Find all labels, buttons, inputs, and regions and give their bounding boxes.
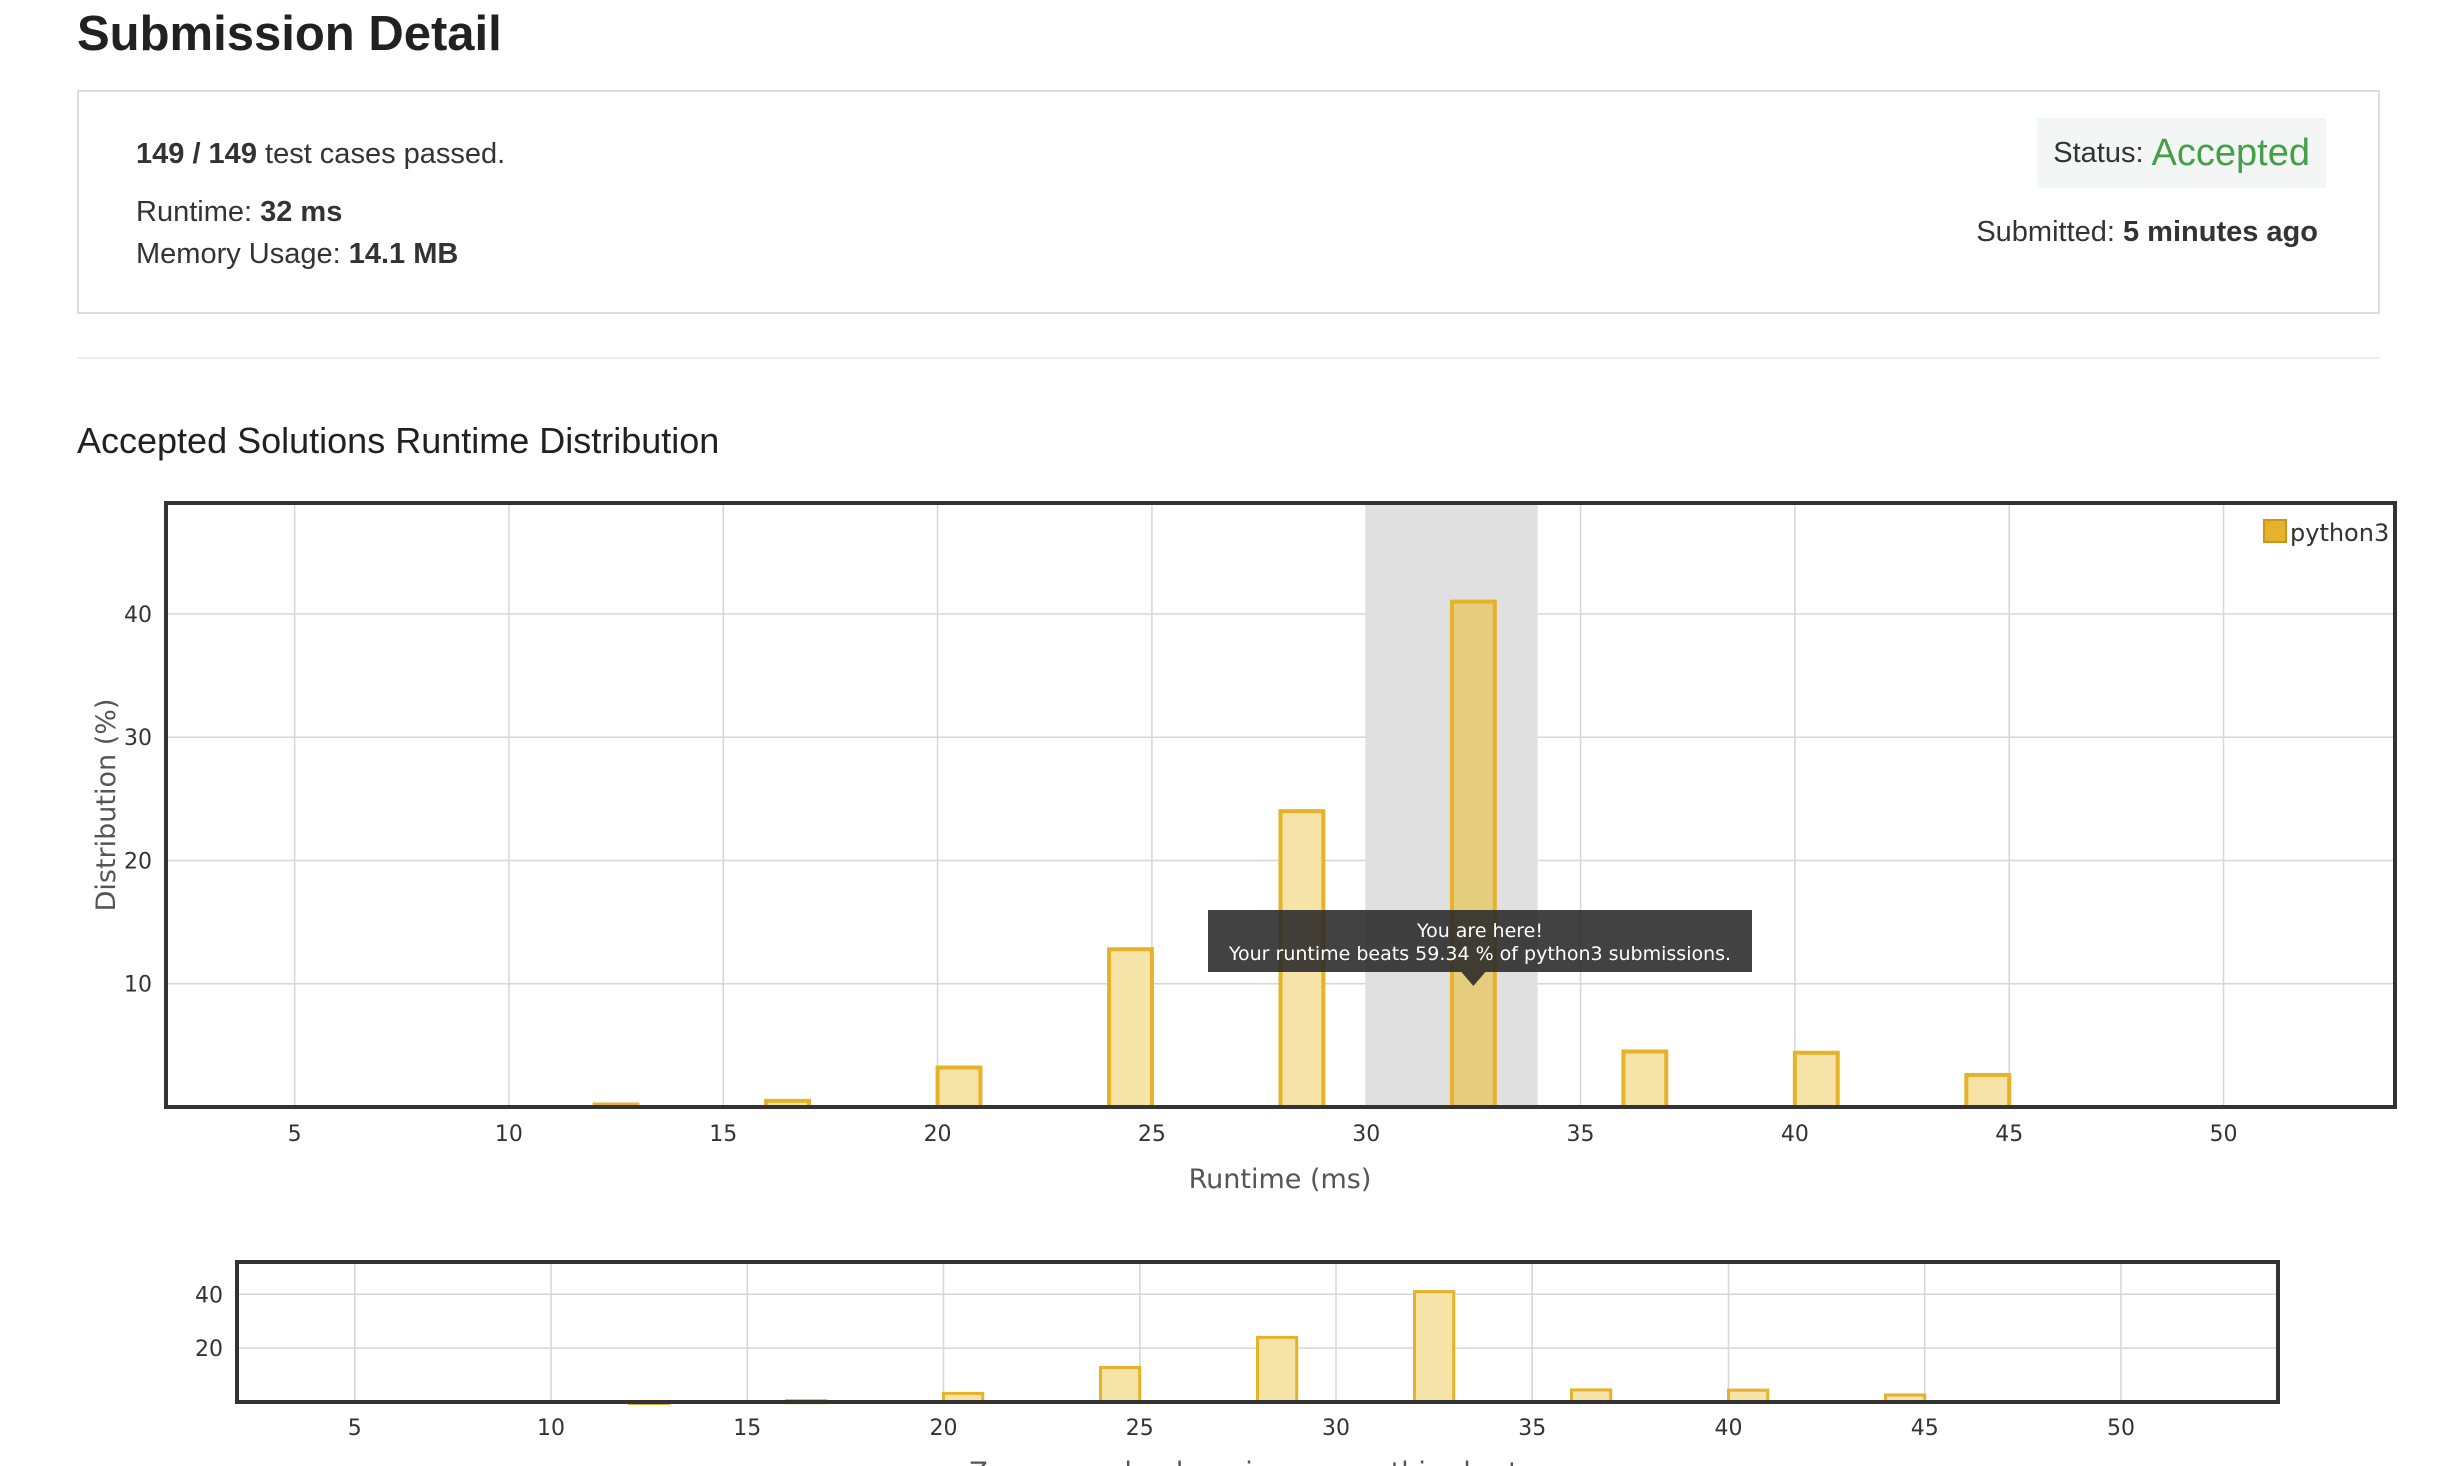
navigator-bars (628, 1290, 1927, 1405)
test-cases-summary: 149 / 149 test cases passed. (136, 138, 505, 171)
status-label: Status: (2053, 136, 2144, 169)
x-tick-label: 20 (924, 1122, 952, 1147)
x-tick-label: 5 (288, 1122, 302, 1147)
y-tick-label: 20 (195, 1337, 223, 1362)
legend-label-python3: python3 (2290, 519, 2389, 547)
main-chart-y-axis-title: Distribution (%) (91, 699, 122, 912)
x-tick-label: 25 (1126, 1416, 1154, 1441)
memory-label: Memory Usage: (136, 238, 349, 270)
y-tick-label: 40 (195, 1283, 223, 1308)
main-chart-ticks: 5 10 15 20 25 30 35 40 45 50 10 20 30 40 (124, 603, 2238, 1147)
submitted-row: Submitted: 5 minutes ago (1976, 216, 2318, 249)
runtime-label: Runtime: (136, 196, 261, 228)
memory-value: 14.1 MB (348, 238, 459, 270)
zoom-hint: Zoom area by dragging across this chart (969, 1457, 1518, 1466)
test-cases-count: 149 / 149 (136, 138, 257, 170)
y-tick-label: 40 (124, 603, 152, 628)
main-chart-grid (166, 503, 2395, 1107)
plot-border (164, 501, 2397, 1109)
main-chart-frame (164, 501, 2397, 1109)
x-tick-label: 50 (2210, 1122, 2238, 1147)
x-tick-label: 25 (1138, 1122, 1166, 1147)
page-title: Submission Detail (77, 7, 502, 61)
runtime-value: 32 ms (260, 196, 343, 228)
bar-python3-32.5 (1413, 1290, 1456, 1404)
y-tick-label: 30 (124, 726, 152, 751)
distribution-title: Accepted Solutions Runtime Distribution (77, 420, 720, 461)
x-tick-label: 50 (2107, 1416, 2135, 1441)
x-tick-label: 45 (1911, 1416, 1939, 1441)
navigator-frame (235, 1260, 2280, 1404)
main-chart-bars (592, 599, 2012, 1110)
status-badge: Status: Accepted (2037, 118, 2326, 188)
x-tick-label: 35 (1518, 1416, 1546, 1441)
main-chart-x-axis-title: Runtime (ms) (1189, 1164, 1372, 1195)
x-tick-label: 40 (1715, 1416, 1743, 1441)
tooltip-title: You are here! (1416, 920, 1543, 942)
x-tick-label: 30 (1322, 1416, 1350, 1441)
x-tick-label: 10 (495, 1122, 523, 1147)
bar-python3-24.5 (1099, 1366, 1142, 1404)
bar-python3-36.5 (1621, 1049, 1669, 1110)
runtime-row: Runtime: 32 ms (136, 196, 342, 229)
x-tick-label: 35 (1567, 1122, 1595, 1147)
tooltip-text: Your runtime beats 59.34 % of python3 su… (1228, 943, 1731, 965)
bar-python3-44.5 (1964, 1072, 2012, 1110)
chart-legend[interactable]: python3 (2263, 519, 2389, 547)
navigator-ticks: 5 10 15 20 25 30 35 40 45 50 20 40 (195, 1283, 2135, 1441)
test-cases-text: test cases passed. (256, 138, 506, 170)
section-divider (77, 357, 2380, 359)
runtime-tooltip: You are here! Your runtime beats 59.34 %… (1208, 910, 1752, 986)
x-tick-label: 5 (348, 1416, 362, 1441)
x-tick-label: 15 (709, 1122, 737, 1147)
x-tick-label: 30 (1352, 1122, 1380, 1147)
x-tick-label: 15 (733, 1416, 761, 1441)
y-tick-label: 20 (124, 849, 152, 874)
submitted-label: Submitted: (1976, 216, 2123, 248)
status-value: Accepted (2151, 131, 2310, 174)
legend-swatch-python3 (2263, 519, 2287, 543)
memory-row: Memory Usage: 14.1 MB (136, 238, 458, 271)
submitted-value: 5 minutes ago (2123, 216, 2318, 248)
x-tick-label: 40 (1781, 1122, 1809, 1147)
x-tick-label: 45 (1995, 1122, 2023, 1147)
x-tick-label: 10 (537, 1416, 565, 1441)
tooltip-background (1208, 910, 1752, 986)
x-tick-label: 20 (930, 1416, 958, 1441)
y-tick-label: 10 (124, 973, 152, 998)
submission-detail-panel: 149 / 149 test cases passed. Runtime: 32… (77, 90, 2380, 314)
bar-python3-28.5 (1256, 1335, 1299, 1404)
plot-border (235, 1260, 2280, 1404)
